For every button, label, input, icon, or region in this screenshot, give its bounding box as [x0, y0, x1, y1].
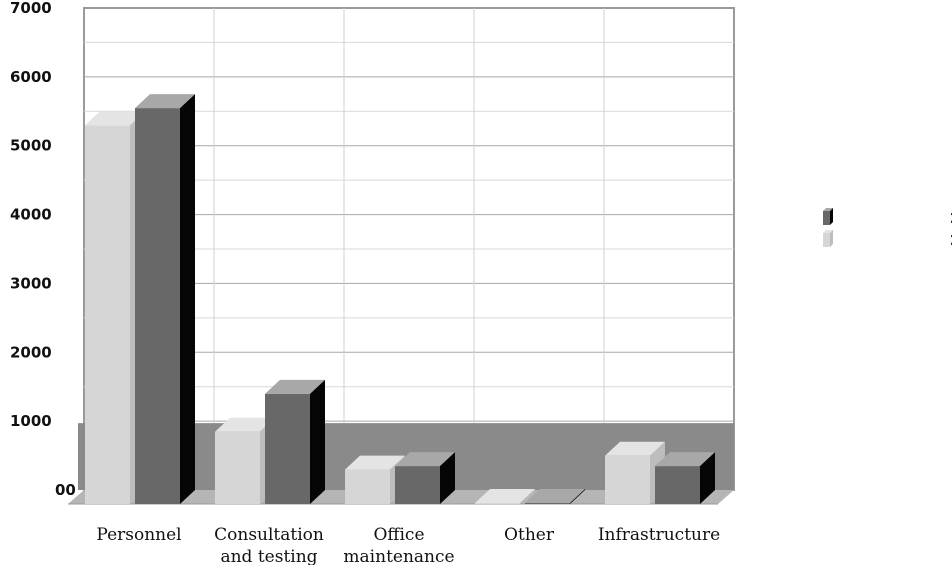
- bar-front: [525, 503, 570, 504]
- bar-top: [475, 489, 535, 503]
- bar-front: [265, 393, 310, 504]
- bar: [395, 452, 455, 504]
- bar-side: [700, 452, 715, 504]
- legend-label: שנת 2012: [950, 233, 952, 249]
- y-tick-label: 6000: [10, 68, 52, 86]
- bar-front: [655, 466, 700, 504]
- legend-swatch-side: [830, 230, 833, 247]
- bar-side: [440, 452, 455, 504]
- x-tick-label: Personnel: [96, 525, 181, 545]
- bar-front: [395, 466, 440, 504]
- bar-front: [85, 125, 130, 505]
- axis-labels: 00 1000 2000 3000 4000 5000 6000 7000 Personnel C…: [10, 0, 720, 565]
- bar-side: [520, 489, 535, 504]
- bar-top: [85, 111, 145, 126]
- bar-top: [135, 94, 195, 109]
- bar: [655, 452, 715, 504]
- y-tick-label: 1000: [10, 412, 52, 430]
- bar-side: [570, 489, 585, 504]
- x-tick-label: Infrastructure: [598, 525, 720, 545]
- x-tick-label: Consultation: [214, 525, 324, 545]
- bar-top: [215, 417, 275, 432]
- y-tick-label: 7000: [10, 0, 52, 17]
- bar: [265, 379, 325, 504]
- x-tick-label: Other: [504, 525, 555, 545]
- bar-side: [310, 379, 325, 504]
- bar-top: [655, 452, 715, 467]
- bar-top: [265, 379, 325, 394]
- y-tick-label: 00: [55, 481, 76, 499]
- x-tick-label: and testing: [220, 547, 317, 565]
- legend: שנת 2013 שנת 2012: [823, 208, 952, 249]
- bar-top: [605, 441, 665, 456]
- legend-swatch-top: [823, 230, 833, 233]
- y-tick-label: 5000: [10, 137, 52, 155]
- legend-swatch-side: [830, 208, 833, 225]
- y-tick-label: 4000: [10, 206, 52, 224]
- bar: [135, 94, 195, 505]
- bar-front: [605, 455, 650, 504]
- bar: [525, 489, 585, 504]
- y-tick-label: 3000: [10, 274, 52, 292]
- x-tick-label: Office: [373, 525, 424, 545]
- y-tick-label: 2000: [10, 343, 52, 361]
- legend-label: שנת 2013: [950, 211, 952, 227]
- bar: [475, 489, 535, 504]
- bar-side: [180, 94, 195, 505]
- x-tick-label: maintenance: [343, 547, 454, 565]
- bar-top: [395, 452, 455, 467]
- bar-top: [345, 455, 405, 470]
- bar-front: [215, 431, 260, 504]
- bar-front: [475, 503, 520, 504]
- legend-swatch-top: [823, 208, 833, 211]
- bars: [85, 94, 715, 505]
- legend-swatch: [823, 233, 830, 247]
- legend-swatch: [823, 211, 830, 225]
- bar-front: [345, 469, 390, 504]
- bar-front: [135, 108, 180, 505]
- bar-top: [525, 489, 585, 503]
